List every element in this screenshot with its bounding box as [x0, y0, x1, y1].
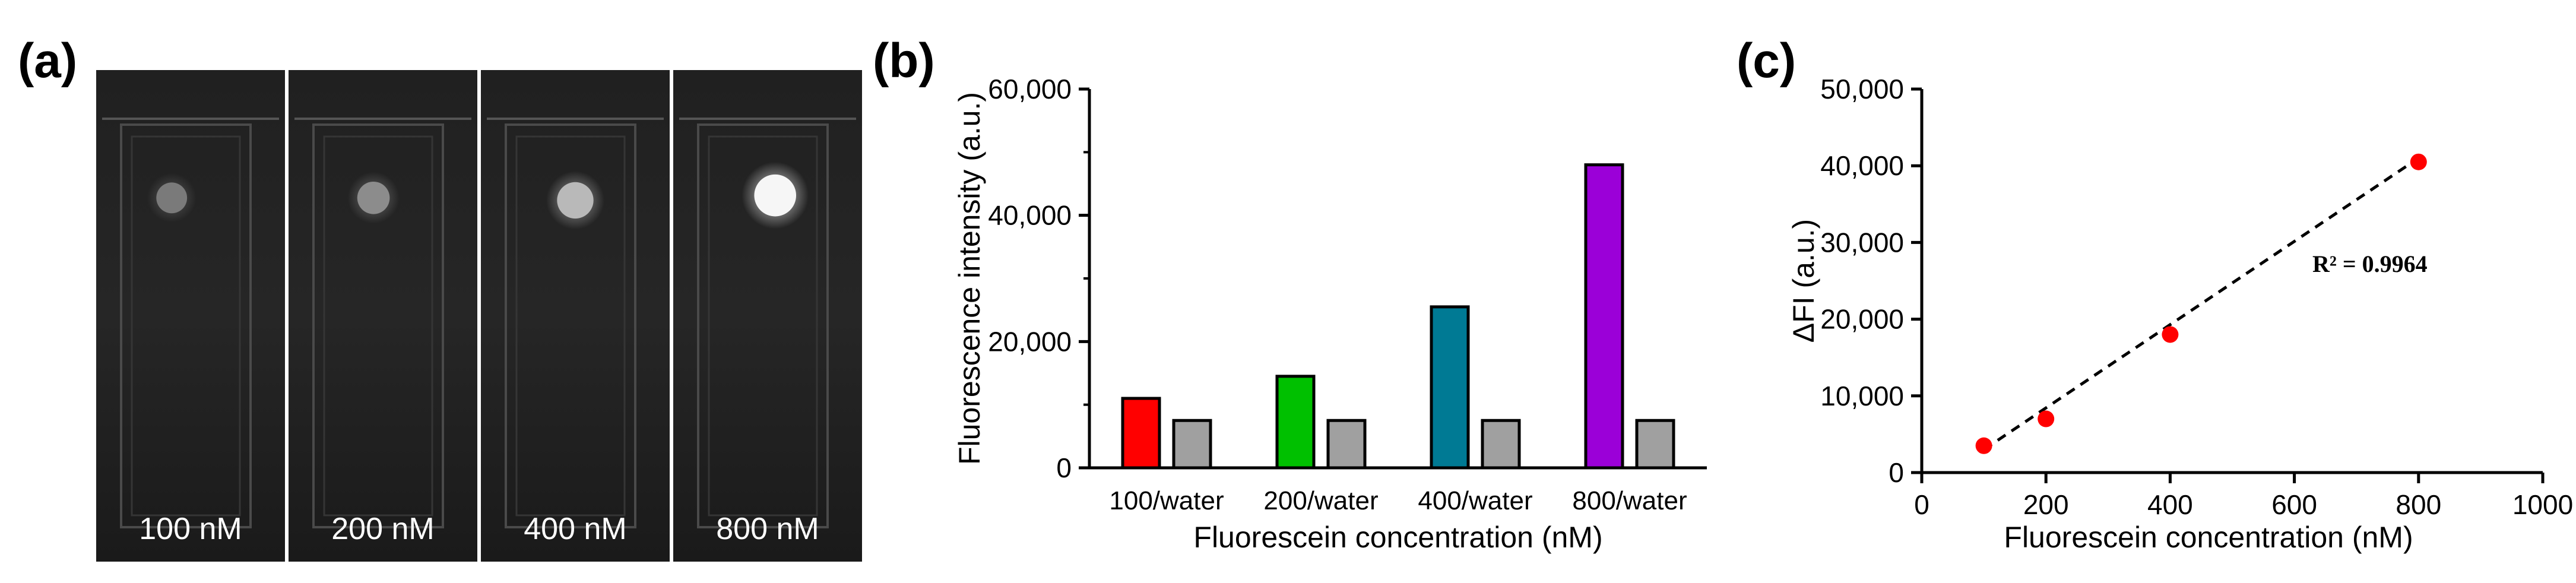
photo-3: 400 nM	[481, 70, 673, 562]
scatter-x-tick-label: 800	[2396, 489, 2441, 520]
panel-label-c: (c)	[1737, 34, 1796, 88]
cuvette-outline	[697, 123, 829, 528]
fluorescence-photo-strip: 100 nM 200 nM 400 nM 800 nM	[96, 70, 862, 562]
scatter-chart-y-axis-label: ΔFI (a.u.)	[1787, 219, 1820, 343]
photo-separator	[670, 70, 673, 562]
bar-chart-bars	[1121, 163, 1675, 470]
bar-y-tick-label: 20,000	[988, 326, 1072, 357]
cuvette-inner-outline	[323, 135, 433, 517]
data-point-3	[2162, 326, 2179, 343]
cuvette-inner-outline	[708, 135, 818, 517]
scatter-chart-axes: 0 10,000 20,000 30,000 40,000 50,000 0 200 400 60…	[1820, 74, 2573, 520]
linear-fit-line	[1983, 157, 2420, 451]
fluorescent-spot	[557, 182, 594, 219]
cuvette-inner-outline	[131, 135, 241, 517]
bar-chart: 0 20,000 40,000 60,000 100/water 200/water 400…	[953, 74, 1707, 554]
panel-label-a: (a)	[18, 34, 77, 88]
bar-y-tick-label: 0	[1056, 452, 1072, 483]
scatter-chart-marks	[1975, 153, 2427, 454]
photo-2: 200 nM	[289, 70, 481, 562]
fluorescent-spot	[754, 174, 797, 217]
scatter-y-tick-label: 40,000	[1820, 150, 1904, 181]
bar-sample-1	[1121, 397, 1161, 470]
scatter-chart-x-axis-label: Fluorescein concentration (nM)	[2004, 521, 2413, 554]
cuvette-outline	[505, 123, 636, 528]
bar-category-label: 400/water	[1418, 486, 1532, 515]
scatter-x-tick-label: 0	[1914, 489, 1929, 520]
fluorescent-spot	[156, 182, 188, 214]
fluorescent-spot	[357, 181, 390, 214]
photo-background	[96, 70, 285, 562]
photo-caption: 800 nM	[716, 512, 819, 546]
scatter-x-tick-label: 600	[2271, 489, 2317, 520]
photo-background	[673, 70, 862, 562]
photo-1: 100 nM	[96, 70, 289, 562]
bar-chart-y-axis-label: Fluorescence intensity (a.u.)	[953, 92, 986, 465]
bar-y-tick-label: 40,000	[988, 200, 1072, 231]
bar-sample-4	[1584, 163, 1624, 470]
photo-background	[481, 70, 670, 562]
photo-separator	[477, 70, 481, 562]
photo-4: 800 nM	[673, 70, 862, 562]
data-point-1	[1975, 437, 1992, 454]
r-squared-annotation: R² = 0.9964	[2312, 251, 2428, 277]
scatter-y-tick-label: 50,000	[1820, 74, 1904, 104]
bar-category-label: 200/water	[1263, 486, 1378, 515]
bar-sample-2	[1275, 375, 1316, 470]
bar-water-1	[1172, 419, 1212, 470]
bar-y-tick-label: 60,000	[988, 74, 1072, 104]
bar-sample-3	[1430, 305, 1470, 470]
scatter-x-tick-label: 1000	[2512, 489, 2573, 520]
scatter-y-tick-label: 10,000	[1820, 381, 1904, 411]
cuvette-outline	[312, 123, 444, 528]
scatter-x-tick-label: 400	[2147, 489, 2193, 520]
bar-category-label: 100/water	[1109, 486, 1224, 515]
bar-chart-axes: 0 20,000 40,000 60,000 100/water 200/water 400…	[988, 74, 1707, 515]
scatter-y-tick-label: 30,000	[1820, 227, 1904, 258]
bar-category-label: 800/water	[1572, 486, 1687, 515]
scatter-y-tick-label: 20,000	[1820, 304, 1904, 335]
cuvette-outline	[120, 123, 252, 528]
bar-chart-x-axis-label: Fluorescein concentration (nM)	[1193, 521, 1602, 554]
data-point-4	[2410, 153, 2427, 170]
photo-caption: 100 nM	[139, 512, 242, 546]
photo-caption: 200 nM	[331, 512, 434, 546]
bar-water-4	[1635, 419, 1675, 470]
panel-label-b: (b)	[873, 34, 935, 88]
bar-water-3	[1481, 419, 1521, 470]
photo-separator	[285, 70, 289, 562]
cuvette-inner-outline	[515, 135, 626, 517]
scatter-chart: 0 10,000 20,000 30,000 40,000 50,000 0 200 400 60…	[1787, 74, 2573, 554]
scatter-y-tick-label: 0	[1889, 457, 1904, 488]
scatter-x-tick-label: 200	[2023, 489, 2069, 520]
bar-water-2	[1326, 419, 1367, 470]
data-point-2	[2038, 410, 2055, 427]
photo-background	[289, 70, 477, 562]
photo-caption: 400 nM	[524, 512, 626, 546]
